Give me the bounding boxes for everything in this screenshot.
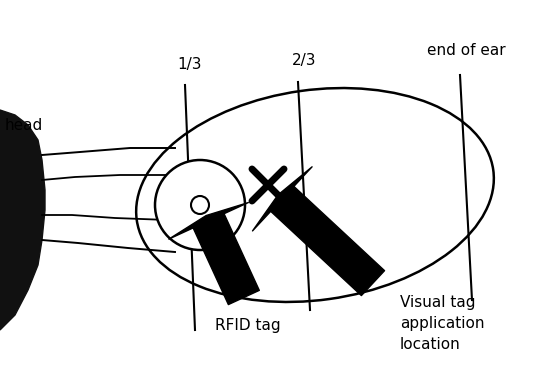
Text: Visual tag
application
location: Visual tag application location	[400, 295, 485, 352]
Text: RFID tag: RFID tag	[215, 318, 281, 333]
Circle shape	[155, 160, 245, 250]
Text: end of ear: end of ear	[427, 43, 505, 58]
Circle shape	[191, 196, 209, 214]
Text: 2/3: 2/3	[292, 53, 316, 68]
Text: 1/3: 1/3	[178, 57, 202, 72]
Polygon shape	[0, 110, 45, 330]
Text: head: head	[5, 118, 43, 133]
